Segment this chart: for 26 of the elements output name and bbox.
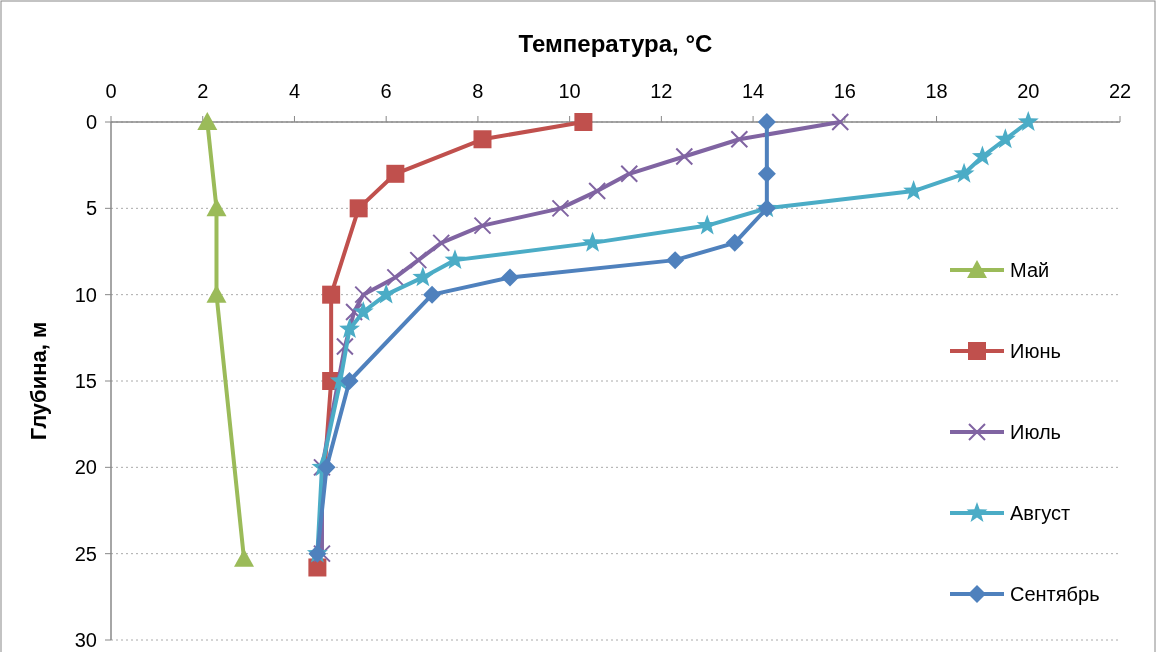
legend-label: Июль	[1010, 421, 1062, 443]
x-tick-label: 10	[558, 80, 581, 102]
x-tick-label: 20	[1017, 80, 1040, 102]
y-tick-label: 30	[74, 629, 97, 651]
legend-label: Май	[1010, 259, 1050, 281]
legend-label: Август	[1010, 502, 1071, 524]
x-tick-label: 16	[833, 80, 856, 102]
x-tick-label: 8	[472, 80, 484, 102]
legend-label: Сентябрь	[1010, 583, 1100, 605]
legend-label: Июнь	[1010, 340, 1061, 362]
x-axis-title: Температура, °C	[518, 30, 713, 57]
y-tick-label: 15	[74, 370, 97, 392]
x-tick-label: 6	[380, 80, 392, 102]
x-tick-label: 4	[288, 80, 301, 102]
x-tick-label: 14	[741, 80, 765, 102]
x-tick-label: 0	[105, 80, 117, 102]
y-tick-label: 5	[85, 197, 97, 220]
x-tick-label: 18	[925, 80, 948, 102]
x-tick-label: 22	[1108, 80, 1132, 102]
y-tick-label: 25	[74, 542, 97, 565]
x-tick-label: 2	[197, 80, 209, 102]
y-tick-label: 10	[74, 283, 97, 306]
x-tick-label: 12	[650, 80, 673, 102]
y-tick-label: 20	[74, 456, 97, 479]
y-axis-title: Глубина, м	[26, 321, 51, 441]
y-tick-label: 0	[85, 111, 97, 133]
